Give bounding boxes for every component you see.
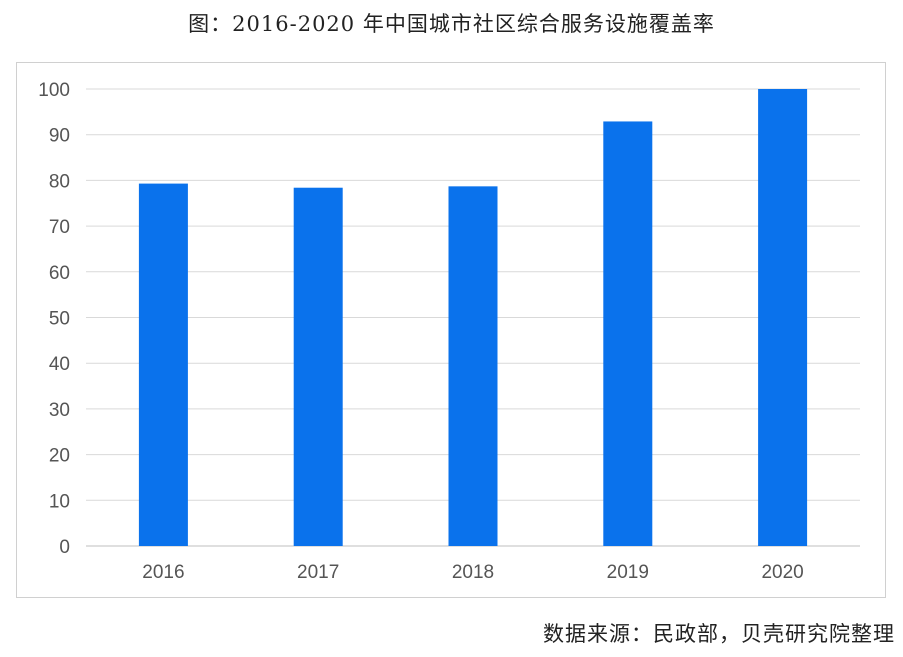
y-tick-label: 0 [59, 537, 70, 558]
y-tick-label: 10 [49, 491, 70, 512]
y-tick-label: 100 [38, 80, 70, 101]
data-source-note: 数据来源：民政部，贝壳研究院整理 [543, 622, 895, 646]
y-tick-label: 70 [49, 217, 70, 238]
x-tick-label: 2020 [761, 562, 803, 583]
y-tick-label: 50 [49, 309, 70, 330]
chart-title: 图：2016-2020 年中国城市社区综合服务设施覆盖率 [188, 12, 715, 36]
x-tick-label: 2018 [452, 562, 494, 583]
bar [603, 121, 653, 547]
bar [293, 187, 343, 546]
bar [758, 89, 808, 546]
x-tick-label: 2019 [607, 562, 649, 583]
bar [448, 186, 498, 546]
y-tick-label: 90 [49, 126, 70, 147]
y-tick-label: 40 [49, 354, 70, 375]
y-tick-label: 60 [49, 263, 70, 284]
bar [138, 183, 188, 546]
y-tick-label: 80 [49, 171, 70, 192]
y-tick-label: 20 [49, 446, 70, 467]
chart-frame [16, 62, 886, 598]
y-tick-label: 30 [49, 400, 70, 421]
x-tick-label: 2017 [297, 562, 339, 583]
x-tick-label: 2016 [142, 562, 184, 583]
